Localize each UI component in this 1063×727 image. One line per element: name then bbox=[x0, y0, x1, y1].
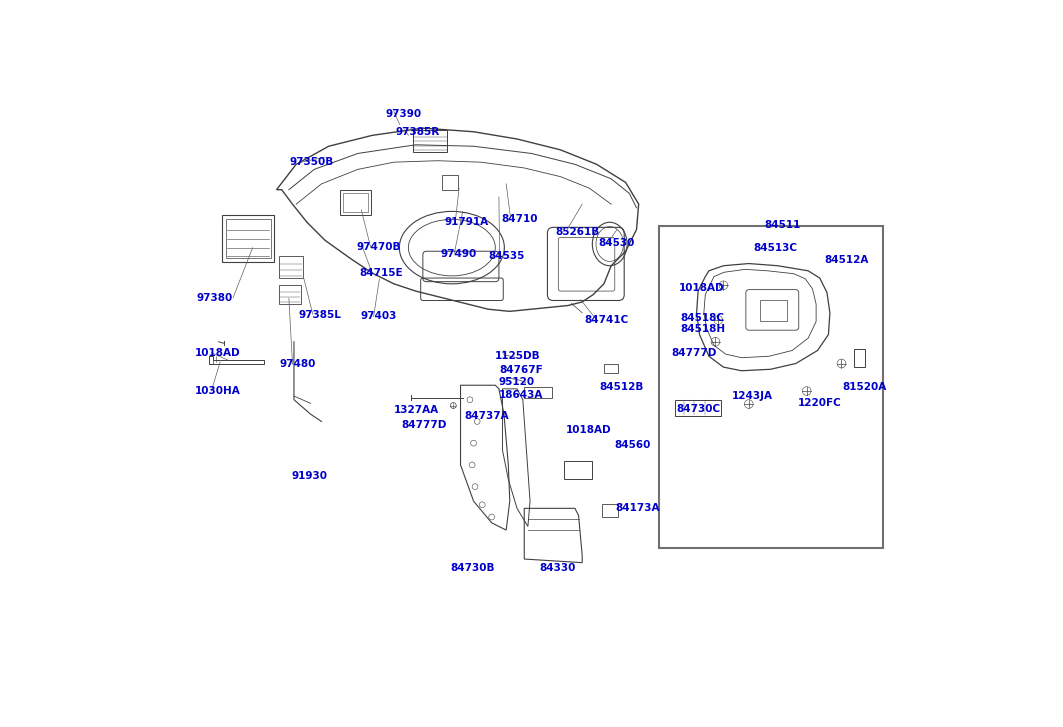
Text: 97350B: 97350B bbox=[289, 157, 334, 167]
Text: 84330: 84330 bbox=[539, 563, 576, 573]
Text: 84513C: 84513C bbox=[753, 244, 797, 253]
Text: 84730B: 84730B bbox=[451, 563, 495, 573]
Bar bbox=[340, 190, 371, 215]
Text: 97470B: 97470B bbox=[356, 242, 401, 252]
Text: 84560: 84560 bbox=[614, 440, 651, 449]
Bar bbox=[564, 461, 592, 479]
Text: 97385R: 97385R bbox=[395, 126, 440, 137]
Bar bbox=[659, 226, 883, 548]
Text: 1220FC: 1220FC bbox=[798, 398, 842, 409]
Text: 97390: 97390 bbox=[385, 108, 421, 119]
Text: 84518C: 84518C bbox=[680, 313, 724, 323]
Text: 84741C: 84741C bbox=[585, 315, 628, 325]
Text: 84530: 84530 bbox=[598, 238, 635, 249]
Text: 84518H: 84518H bbox=[680, 324, 725, 334]
Text: 1327AA: 1327AA bbox=[394, 405, 439, 415]
Text: 84737A: 84737A bbox=[465, 411, 509, 421]
Text: 84512B: 84512B bbox=[600, 382, 644, 392]
Text: 97403: 97403 bbox=[360, 311, 396, 321]
Text: 84777D: 84777D bbox=[671, 348, 716, 358]
Text: 97480: 97480 bbox=[280, 359, 316, 369]
Text: 84511: 84511 bbox=[764, 220, 802, 230]
Bar bbox=[222, 215, 274, 262]
Text: 84767F: 84767F bbox=[499, 365, 542, 375]
Bar bbox=[412, 130, 448, 152]
Text: 95120: 95120 bbox=[499, 377, 535, 387]
Text: 1125DB: 1125DB bbox=[494, 351, 540, 361]
Bar bbox=[524, 387, 552, 398]
Text: 84777D: 84777D bbox=[401, 420, 446, 430]
Text: 91930: 91930 bbox=[291, 471, 327, 481]
Text: 84730C: 84730C bbox=[676, 404, 721, 414]
Bar bbox=[760, 300, 787, 321]
Text: 97490: 97490 bbox=[441, 249, 477, 259]
Text: 97385L: 97385L bbox=[299, 310, 341, 320]
Bar bbox=[280, 284, 301, 304]
Bar bbox=[603, 504, 619, 517]
Bar bbox=[343, 193, 368, 212]
Text: 1018AD: 1018AD bbox=[195, 348, 240, 358]
Text: 18643A: 18643A bbox=[499, 390, 543, 401]
Text: 84710: 84710 bbox=[502, 214, 538, 224]
Text: 91791A: 91791A bbox=[444, 217, 489, 227]
Text: 84512A: 84512A bbox=[824, 255, 868, 265]
Text: 81520A: 81520A bbox=[842, 382, 887, 392]
Bar bbox=[604, 364, 619, 373]
Text: 85261B: 85261B bbox=[555, 227, 600, 237]
Text: 1018AD: 1018AD bbox=[678, 284, 724, 293]
Bar bbox=[225, 219, 271, 259]
Text: 84535: 84535 bbox=[488, 252, 524, 261]
Text: 1030HA: 1030HA bbox=[195, 386, 240, 396]
Text: 1018AD: 1018AD bbox=[567, 425, 612, 435]
Text: 1243JA: 1243JA bbox=[731, 391, 773, 401]
Bar bbox=[442, 175, 458, 190]
Text: 97380: 97380 bbox=[197, 292, 233, 302]
Bar bbox=[280, 257, 303, 278]
Text: 84715E: 84715E bbox=[359, 268, 403, 278]
Text: 84173A: 84173A bbox=[615, 503, 660, 513]
